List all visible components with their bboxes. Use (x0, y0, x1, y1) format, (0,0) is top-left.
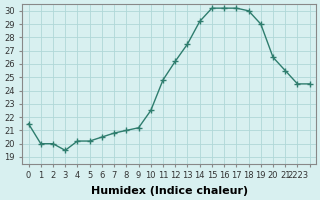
X-axis label: Humidex (Indice chaleur): Humidex (Indice chaleur) (91, 186, 248, 196)
